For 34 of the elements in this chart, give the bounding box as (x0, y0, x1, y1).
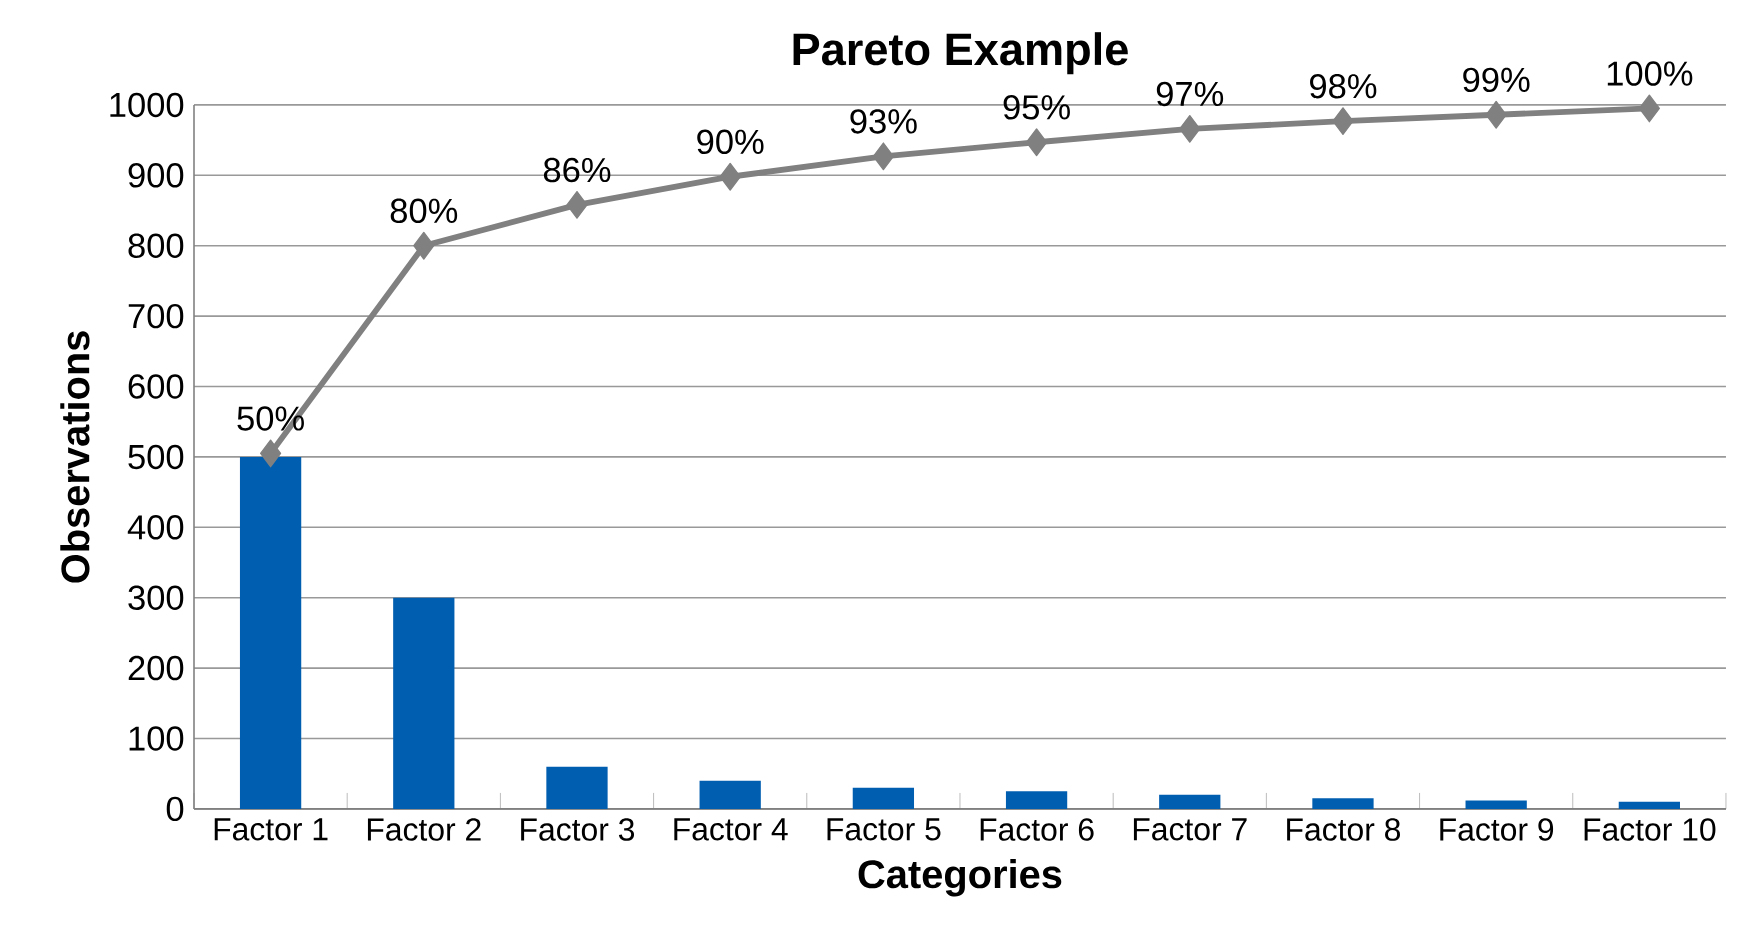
y-tick-label: 400 (127, 515, 184, 540)
annotation: 80% (390, 198, 458, 224)
annotation: 50% (237, 406, 304, 431)
chart-title: Pareto Example (793, 32, 1128, 75)
y-tick-label: 700 (128, 303, 184, 329)
y-tick-label: 800 (128, 233, 184, 258)
y-tick-label: 600 (128, 374, 184, 399)
y-tick-label: 200 (128, 655, 184, 681)
y-tick-label: 500 (128, 444, 184, 470)
x-tick-label: Factor 8 (1287, 818, 1401, 841)
y-tick-label: 900 (128, 163, 184, 188)
y-tick-label: 1000 (110, 92, 184, 118)
y-tick-label: 0 (166, 796, 184, 822)
annotation: 98% (1310, 74, 1377, 99)
y-axis-title: Observations (60, 331, 90, 583)
x-tick-label: Factor 1 (214, 818, 328, 841)
x-tick-label: Factor 5 (827, 818, 941, 841)
x-tick-label: Factor 6 (980, 818, 1094, 841)
annotation: 95% (1003, 95, 1070, 120)
y-tick-label: 300 (128, 585, 184, 610)
annotation: 100% (1607, 61, 1693, 86)
x-axis-title: Categories (858, 859, 1062, 897)
y-tick-label: 100 (129, 726, 184, 751)
annotation: 93% (850, 109, 917, 134)
x-tick-label: Factor 4 (674, 818, 788, 841)
x-tick-label: Factor 2 (367, 818, 481, 841)
annotation: 99% (1463, 67, 1530, 93)
x-tick-label: Factor 3 (521, 818, 635, 841)
annotation: 97% (1156, 81, 1224, 107)
annotation: 90% (697, 129, 764, 155)
x-tick-label: Factor 9 (1440, 818, 1554, 841)
annotation: 86% (543, 157, 611, 183)
x-tick-label: Factor 7 (1133, 818, 1247, 841)
x-tick-label: Factor 10 (1584, 818, 1716, 841)
